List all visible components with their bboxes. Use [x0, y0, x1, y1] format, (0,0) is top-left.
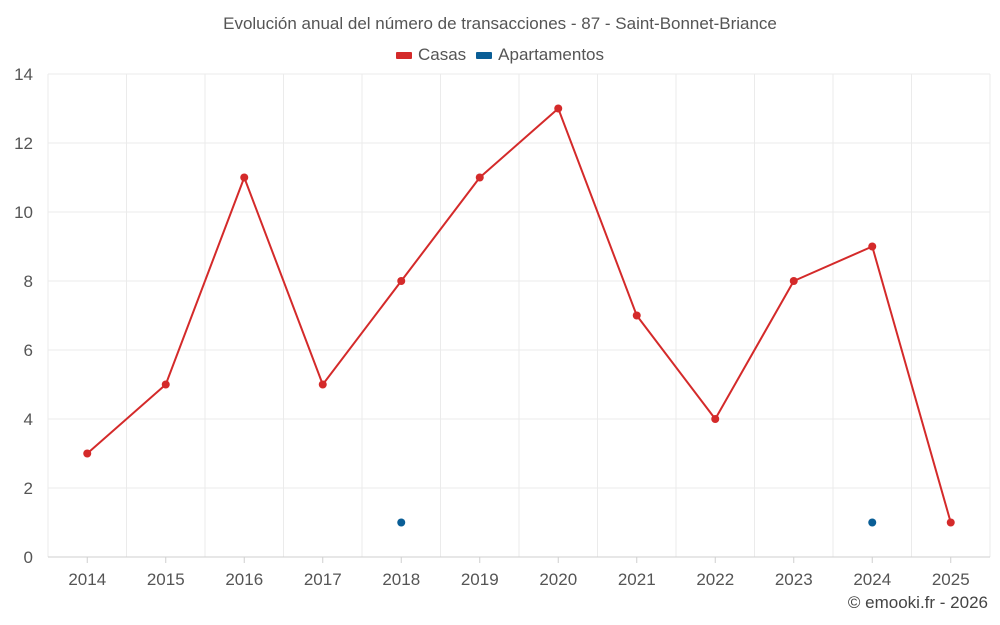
data-point-apartamentos[interactable]	[397, 518, 406, 527]
chart-title: Evolución anual del número de transaccio…	[223, 14, 777, 33]
x-tick-label: 2014	[68, 570, 106, 589]
data-point-casas[interactable]	[475, 173, 484, 182]
series-line-casas	[86, 107, 952, 523]
data-point-casas[interactable]	[240, 173, 249, 182]
x-tick-label: 2019	[461, 570, 499, 589]
x-tick-label: 2024	[853, 570, 891, 589]
series-layer	[83, 104, 955, 527]
legend-label-casas: Casas	[417, 45, 467, 64]
data-point-casas[interactable]	[318, 380, 327, 389]
x-tick-label: 2017	[304, 570, 342, 589]
axes: 0 2 4 6 8 10 12 14 2014 2015 2016 2017 2018 2019 2020 2…	[14, 65, 990, 589]
x-tick-label: 2025	[932, 570, 970, 589]
y-tick-label: 2	[24, 479, 33, 498]
x-tick-label: 2016	[225, 570, 263, 589]
data-point-casas[interactable]	[397, 277, 406, 285]
data-point-casas[interactable]	[711, 415, 720, 423]
legend-label-apartamentos: Apartamentos	[498, 45, 605, 64]
credit-text: © emooki.fr - 2026	[847, 593, 988, 612]
data-point-casas[interactable]	[632, 311, 641, 320]
data-point-casas[interactable]	[83, 449, 92, 458]
data-point-apartamentos[interactable]	[868, 518, 877, 527]
y-tick-label: 8	[24, 272, 33, 291]
x-tick-label: 2021	[618, 570, 656, 589]
y-tick-label: 10	[14, 203, 33, 222]
legend-swatch-apartamentos	[476, 51, 493, 59]
grid	[47, 73, 991, 557]
x-tick-label: 2018	[382, 570, 420, 589]
data-point-casas[interactable]	[868, 242, 877, 251]
legend: Casas Apartamentos	[0, 45, 1000, 65]
x-tick-label: 2015	[147, 570, 185, 589]
legend-swatch-casas	[395, 51, 412, 59]
x-tick-label: 2023	[775, 570, 813, 589]
y-tick-label: 4	[24, 410, 33, 429]
x-tick-label: 2022	[696, 570, 734, 589]
data-point-casas[interactable]	[946, 518, 955, 527]
y-tick-label: 0	[24, 548, 33, 567]
legend-item-apartamentos[interactable]: Apartamentos	[476, 45, 604, 65]
x-tick-label: 2020	[539, 570, 577, 589]
legend-item-casas[interactable]: Casas	[395, 45, 467, 65]
y-tick-label: 6	[24, 341, 33, 360]
data-point-casas[interactable]	[789, 277, 798, 285]
y-tick-label: 14	[14, 65, 33, 84]
data-point-casas[interactable]	[554, 104, 563, 113]
y-tick-label: 12	[14, 134, 33, 153]
data-point-casas[interactable]	[161, 380, 170, 389]
